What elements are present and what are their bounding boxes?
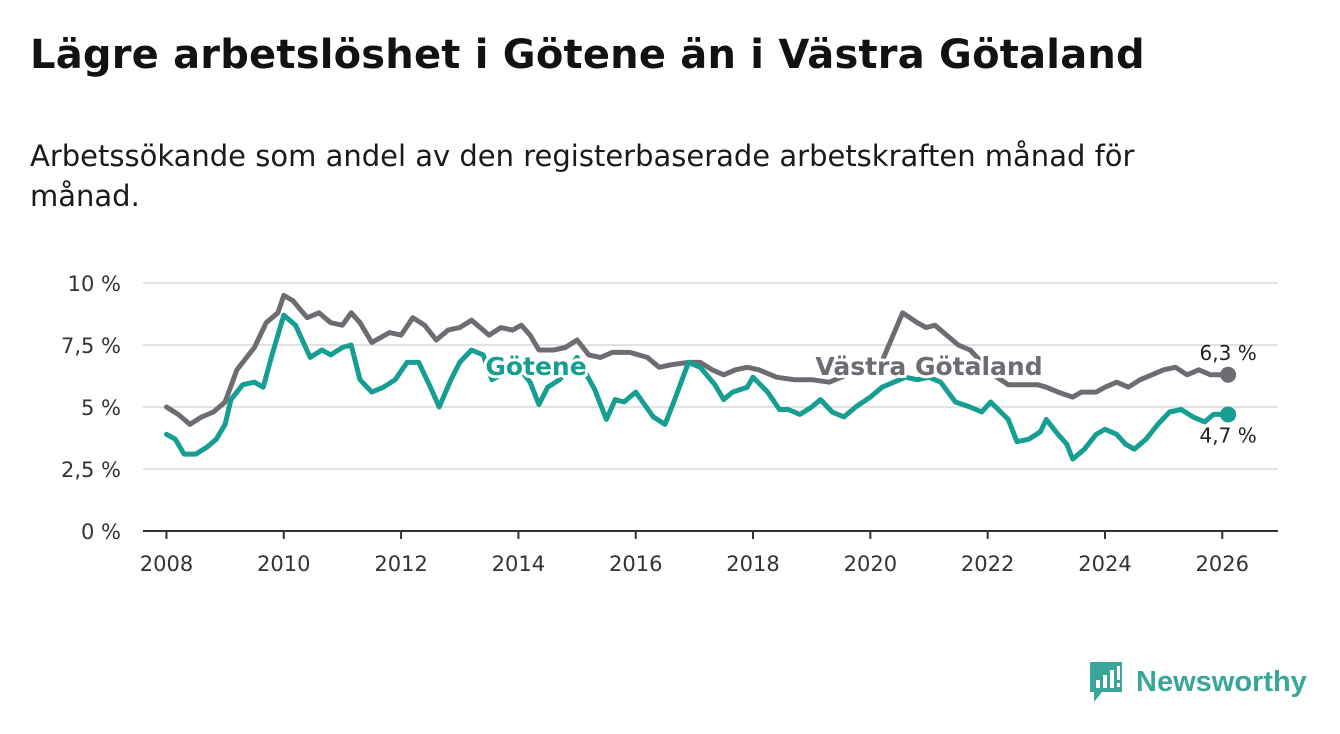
chart-subtitle: Arbetssökande som andel av den registerb… xyxy=(30,139,1135,213)
x-tick-label: 2010 xyxy=(257,552,310,576)
series-end-label: 4,7 % xyxy=(1200,423,1257,447)
x-axis: 2008 2010 2012 2014 2016 2018 2020 2022 2024 2026 xyxy=(140,530,1278,576)
x-tick-label: 2022 xyxy=(961,552,1014,576)
y-tick-label: 2,5 % xyxy=(61,458,121,482)
brand-name: Newsworthy xyxy=(1136,665,1307,698)
x-tick-label: 2018 xyxy=(726,552,779,576)
x-tick-label: 2014 xyxy=(492,552,545,576)
y-tick-label: 7,5 % xyxy=(61,334,121,358)
series-labels: 6,3 % 4,7 % Götene Västra Götaland xyxy=(482,341,1257,448)
series-lines xyxy=(164,292,1237,462)
chart-title: Lägre arbetslöshet i Götene än i Västra … xyxy=(30,32,1145,78)
y-tick-label: 0 % xyxy=(81,520,121,544)
x-tick-label: 2016 xyxy=(609,552,662,576)
series-annotation: Götene xyxy=(485,352,586,381)
y-axis: 0 % 2,5 % 5 % 7,5 % 10 % xyxy=(61,272,121,544)
x-tick-label: 2008 xyxy=(140,552,193,576)
series-end-marker xyxy=(1220,366,1237,383)
series-end-label: 6,3 % xyxy=(1200,341,1257,365)
y-tick-label: 5 % xyxy=(81,396,121,420)
series-end-marker xyxy=(1220,406,1237,423)
x-tick-label: 2012 xyxy=(374,552,427,576)
y-tick-label: 10 % xyxy=(68,272,121,296)
newsworthy-logo: Newsworthy xyxy=(1088,660,1307,704)
x-tick-label: 2020 xyxy=(844,552,897,576)
series-annotation: Västra Götaland xyxy=(815,352,1042,381)
x-tick-label: 2024 xyxy=(1078,552,1131,576)
series-line-1 xyxy=(164,312,1231,462)
gridlines xyxy=(143,282,1278,470)
x-tick-label: 2026 xyxy=(1196,552,1249,576)
series-line-0 xyxy=(164,292,1231,427)
newsworthy-logo-icon xyxy=(1090,662,1122,702)
